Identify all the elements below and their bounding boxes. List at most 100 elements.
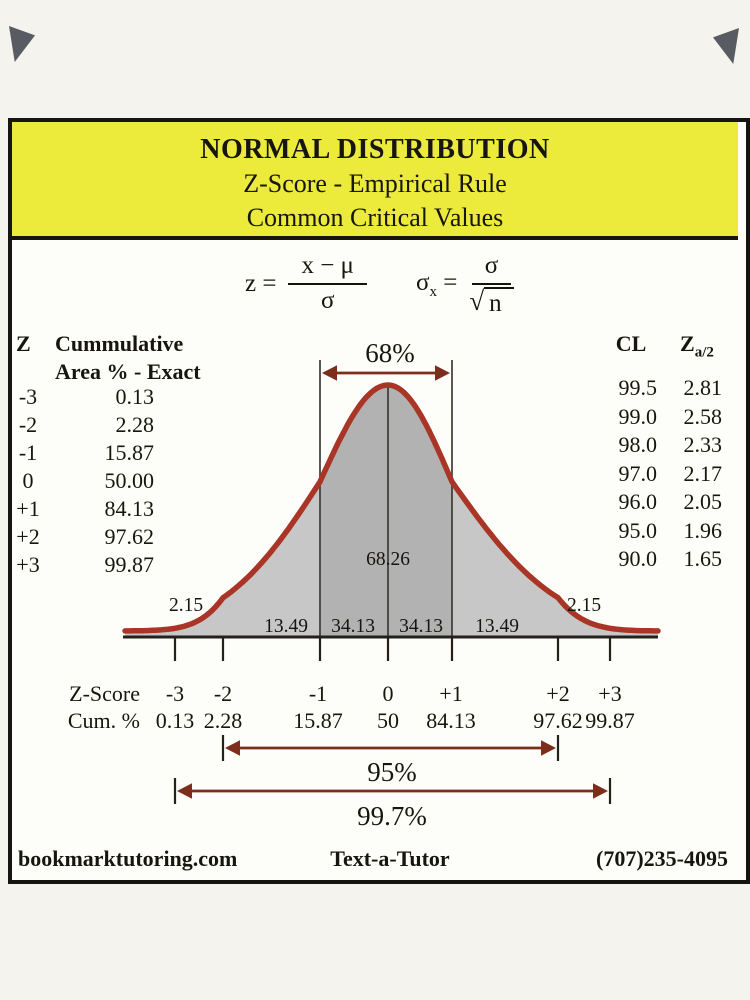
critical-z-value: 1.96 bbox=[683, 518, 723, 543]
cum-percent-value: 50 bbox=[377, 708, 399, 733]
z-value: -2 bbox=[18, 412, 38, 437]
z-value: -3 bbox=[18, 384, 38, 409]
footer-text-a-tutor: Text-a-Tutor bbox=[330, 846, 450, 871]
area-value: 2.28 bbox=[115, 412, 155, 437]
left-mid-area-label: 13.49 bbox=[264, 616, 308, 637]
cum-percent-value: 15.87 bbox=[293, 708, 343, 733]
table-row: 99.5 2.81 bbox=[600, 375, 724, 401]
z-formula-lhs: z = bbox=[245, 269, 277, 297]
table-row: 99.0 2.58 bbox=[600, 404, 724, 430]
table-row: -1 15.87 bbox=[8, 440, 178, 466]
table-row: -3 0.13 bbox=[8, 384, 178, 410]
left-tail-area-label: 2.15 bbox=[168, 595, 204, 616]
page-subtitle-2: Common Critical Values bbox=[246, 203, 504, 232]
page-subtitle-1: Z-Score - Empirical Rule bbox=[243, 169, 507, 198]
cl-value: 97.0 bbox=[618, 461, 658, 486]
table-row: +3 99.87 bbox=[8, 552, 178, 578]
cl-value: 90.0 bbox=[618, 546, 658, 571]
page-title: NORMAL DISTRIBUTION bbox=[200, 134, 550, 165]
critical-z-value: 2.17 bbox=[683, 461, 723, 486]
right-mid-area-label: 13.49 bbox=[475, 616, 519, 637]
table-row: -2 2.28 bbox=[8, 412, 178, 438]
cl-value: 98.0 bbox=[618, 432, 658, 457]
z-score-formula: z = x − μ σ bbox=[245, 252, 367, 315]
table-row: 97.0 2.17 bbox=[600, 461, 724, 487]
photo-corner-artifact-right bbox=[713, 28, 739, 64]
equals-sign: = bbox=[436, 269, 458, 296]
critical-z-value: 1.65 bbox=[683, 546, 723, 571]
cum-percent-value: 2.28 bbox=[203, 708, 243, 733]
sigma-subscript: x bbox=[429, 284, 437, 300]
z-value: +3 bbox=[16, 552, 40, 577]
sigma-formula-fraction: σ √ n bbox=[469, 252, 514, 318]
table-row: 90.0 1.65 bbox=[600, 546, 724, 572]
critical-z-value: 2.58 bbox=[683, 404, 723, 429]
z-tick-label: +1 bbox=[439, 681, 463, 706]
z-tick-label: -3 bbox=[165, 681, 185, 706]
z-symbol: Z bbox=[680, 331, 695, 356]
cl-value: 95.0 bbox=[618, 518, 658, 543]
area-value: 84.13 bbox=[104, 496, 155, 521]
z-tick-label: -2 bbox=[213, 681, 233, 706]
poster-header: NORMAL DISTRIBUTION Z-Score - Empirical … bbox=[12, 122, 738, 240]
footer-website: bookmarktutoring.com bbox=[18, 846, 238, 871]
z-tick-label: +3 bbox=[598, 681, 622, 706]
table-row: 98.0 2.33 bbox=[600, 432, 724, 458]
right-table-header-z: Za/2 bbox=[680, 331, 714, 361]
sigma-formula-denominator: √ n bbox=[469, 285, 514, 318]
left-table-header-line2: Area % - Exact bbox=[55, 359, 201, 384]
z-alpha-subscript: a/2 bbox=[694, 344, 714, 361]
one-sigma-percent-label: 68% bbox=[365, 338, 415, 368]
cum-percent-row-label: Cum. % bbox=[67, 708, 140, 733]
z-value: 0 bbox=[22, 468, 34, 493]
left-table-header-line1: Cummulative bbox=[55, 331, 184, 356]
area-value: 99.87 bbox=[104, 552, 155, 577]
area-value: 97.62 bbox=[104, 524, 155, 549]
z-tick-label: 0 bbox=[382, 681, 394, 706]
table-row: 95.0 1.96 bbox=[600, 518, 724, 544]
z-tick-label: +2 bbox=[546, 681, 570, 706]
z-value: +1 bbox=[16, 496, 40, 521]
cl-value: 96.0 bbox=[618, 489, 658, 514]
area-value: 0.13 bbox=[115, 384, 155, 409]
three-sigma-percent-label: 99.7% bbox=[357, 801, 427, 831]
sigma-formula-numerator: σ bbox=[471, 252, 512, 285]
radicand: n bbox=[484, 287, 514, 318]
cum-percent-value: 0.13 bbox=[155, 708, 195, 733]
cl-value: 99.0 bbox=[618, 404, 658, 429]
right-table-header-cl: CL bbox=[615, 331, 647, 356]
right-inner-area-label: 34.13 bbox=[399, 616, 443, 637]
area-value: 50.00 bbox=[104, 468, 155, 493]
radical-sign: √ bbox=[469, 286, 485, 316]
z-tick-label: -1 bbox=[308, 681, 328, 706]
cl-value: 99.5 bbox=[618, 375, 658, 400]
critical-z-value: 2.81 bbox=[683, 375, 723, 400]
critical-z-value: 2.05 bbox=[683, 489, 723, 514]
left-table-header-z: Z bbox=[16, 331, 31, 356]
cum-percent-value: 84.13 bbox=[426, 708, 476, 733]
z-formula-numerator: x − μ bbox=[288, 252, 367, 285]
two-sigma-percent-label: 95% bbox=[367, 757, 417, 787]
critical-z-value: 2.33 bbox=[683, 432, 723, 457]
table-row: +2 97.62 bbox=[8, 524, 178, 550]
photo-corner-artifact-left bbox=[9, 26, 35, 62]
center-area-label: 68.26 bbox=[366, 549, 410, 570]
area-value: 15.87 bbox=[104, 440, 155, 465]
z-value: -1 bbox=[18, 440, 38, 465]
table-row: 96.0 2.05 bbox=[600, 489, 724, 515]
z-formula-denominator: σ bbox=[320, 287, 335, 314]
z-value: +2 bbox=[16, 524, 40, 549]
z-score-row-label: Z-Score bbox=[69, 681, 140, 706]
cum-percent-value: 97.62 bbox=[533, 708, 583, 733]
sigma-symbol: σ bbox=[416, 269, 430, 296]
sigma-formula-lhs: σx = bbox=[416, 269, 457, 301]
footer-phone: (707)235-4095 bbox=[596, 846, 728, 871]
right-tail-area-label: 2.15 bbox=[566, 595, 602, 616]
left-inner-area-label: 34.13 bbox=[331, 616, 375, 637]
sigma-xbar-formula: σx = σ √ n bbox=[416, 252, 514, 318]
cum-percent-value: 99.87 bbox=[585, 708, 635, 733]
table-row: +1 84.13 bbox=[8, 496, 178, 522]
z-formula-fraction: x − μ σ bbox=[288, 252, 367, 315]
table-row: 0 50.00 bbox=[8, 468, 178, 494]
